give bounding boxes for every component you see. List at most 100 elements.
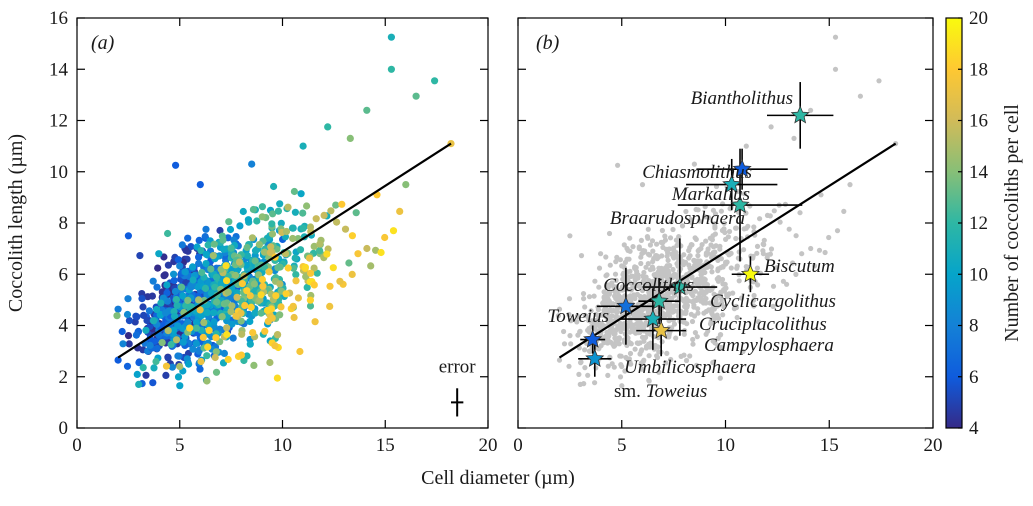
background-point [841, 208, 847, 214]
background-point [799, 251, 805, 257]
scatter-point [296, 347, 304, 356]
background-point [811, 263, 818, 269]
background-point [691, 304, 697, 310]
background-point [556, 357, 563, 363]
background-point [561, 328, 567, 335]
scatter-point [172, 295, 180, 304]
scatter-point [381, 233, 389, 242]
background-point [733, 225, 739, 231]
background-point [667, 273, 674, 279]
genus-star-marker [670, 277, 690, 296]
scatter-point [246, 317, 254, 326]
background-point [768, 124, 774, 130]
background-point [691, 298, 697, 304]
scatter-point [142, 371, 150, 379]
background-point [611, 364, 617, 370]
scatter-point [184, 319, 192, 327]
genus-label: sm. Toweius [614, 381, 707, 402]
background-point [754, 265, 761, 271]
scatter-point [212, 348, 220, 356]
background-point [598, 251, 604, 257]
scatter-point [170, 270, 178, 278]
background-point [605, 363, 611, 369]
scatter-point [354, 250, 362, 258]
scatter-point [153, 305, 161, 314]
background-point [708, 318, 714, 324]
scatter-point [258, 276, 266, 284]
background-point [578, 253, 585, 259]
background-point [725, 251, 732, 257]
scatter-point [212, 368, 221, 376]
background-point [622, 259, 629, 265]
background-point [692, 235, 698, 241]
background-point [826, 234, 832, 241]
background-point [668, 289, 674, 295]
scatter-point [172, 336, 181, 344]
background-point [599, 311, 605, 318]
scatter-point [250, 280, 258, 288]
background-point [736, 249, 742, 255]
background-point [581, 296, 587, 302]
background-point [734, 265, 740, 271]
background-point [601, 323, 607, 329]
background-point [703, 238, 709, 244]
background-point [692, 288, 699, 294]
scatter-point [265, 268, 273, 276]
background-point [686, 288, 693, 294]
scatter-point [243, 252, 251, 260]
background-point [691, 161, 698, 167]
scatter-point [124, 332, 133, 340]
scatter-point [135, 359, 143, 367]
background-point [720, 281, 726, 287]
scatter-point [363, 244, 371, 253]
background-point [726, 228, 733, 235]
background-point [632, 346, 638, 352]
scatter-point [268, 220, 276, 228]
background-point [620, 276, 626, 282]
scatter-point [158, 339, 166, 347]
scatter-point [341, 225, 350, 233]
background-point [666, 263, 672, 269]
scatter-point [133, 370, 141, 378]
background-point [670, 266, 676, 273]
scatter-point [303, 202, 311, 210]
scatter-point [177, 283, 186, 291]
scatter-point [270, 182, 278, 191]
scatter-point [203, 352, 211, 360]
scatter-point [273, 374, 281, 382]
background-point [764, 212, 771, 218]
background-point [615, 162, 621, 168]
colorbar-tick-label: 4 [969, 418, 979, 439]
scatter-point [182, 246, 190, 254]
background-point [575, 332, 581, 338]
scatter-point [345, 259, 353, 267]
background-point [709, 269, 715, 275]
x-tick-label: 10 [716, 435, 735, 456]
scatter-point [218, 313, 226, 321]
scatter-point [329, 264, 337, 272]
background-point [683, 357, 690, 364]
scatter-point [284, 264, 292, 272]
scatter-point [333, 218, 341, 226]
scatter-point [257, 291, 265, 299]
scatter-point [118, 327, 126, 336]
scatter-point [181, 268, 189, 276]
scatter-point [202, 225, 210, 233]
scatter-point [202, 250, 210, 258]
genus-label: Cyclicargolithus [710, 291, 836, 312]
scatter-point [238, 280, 246, 288]
background-point [621, 242, 627, 248]
background-point [650, 248, 656, 254]
background-point [567, 333, 573, 339]
background-point [622, 368, 628, 374]
background-point [617, 323, 623, 329]
scatter-point [338, 200, 346, 208]
scatter-point [197, 357, 205, 366]
panel-a: error 0 5 10 15 20 0 2 4 6 8 10 12 14 16 (a) [49, 8, 498, 456]
background-point [592, 278, 598, 284]
background-point [555, 313, 562, 319]
background-point [702, 277, 708, 283]
scatter-point [231, 271, 240, 279]
background-point [615, 337, 622, 343]
